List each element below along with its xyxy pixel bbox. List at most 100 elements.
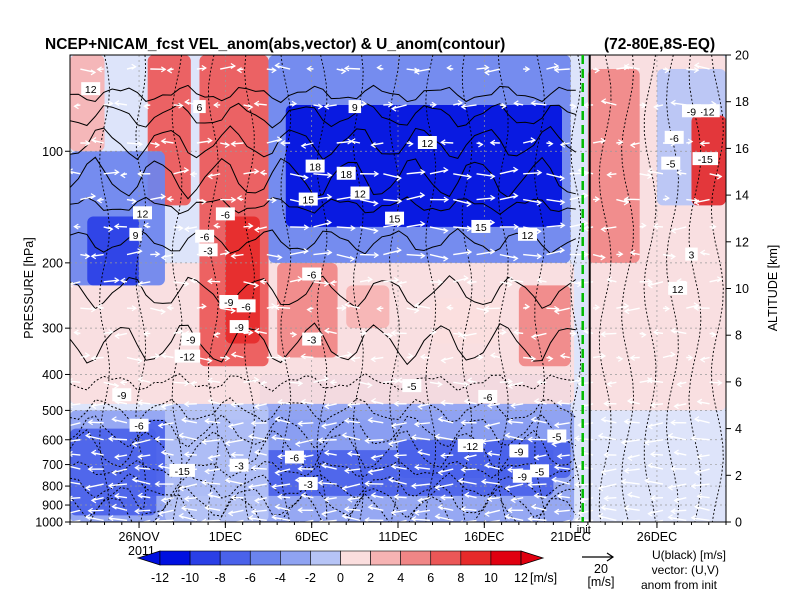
wind-vector-head [582, 192, 589, 199]
wind-vector-head [443, 196, 450, 203]
wind-vector-head [90, 449, 97, 456]
contour-label: -9 [518, 472, 527, 484]
wind-vector [499, 380, 512, 384]
wind-vector-head [420, 220, 426, 227]
wind-vector-head [390, 422, 397, 429]
wind-vector-head [361, 100, 367, 107]
wind-vector [411, 483, 431, 487]
wind-vector-head [279, 140, 286, 147]
wind-vector [662, 253, 675, 258]
wind-vector-head [413, 464, 420, 471]
wind-vector-head [559, 247, 566, 254]
wind-vector [342, 483, 361, 490]
wind-vector [342, 515, 361, 522]
time-tick-label: 21DEC [550, 530, 590, 544]
pressure-tick-label: 800 [42, 480, 63, 494]
wind-vector [691, 517, 710, 522]
time-tick-label: 26DEC [637, 530, 677, 544]
wind-vector-head [577, 510, 583, 517]
wind-vector-head [571, 103, 577, 110]
wind-vector [132, 439, 151, 445]
wind-vector [508, 468, 524, 471]
wind-vector [179, 515, 198, 522]
wind-vector [205, 420, 221, 424]
colorbar-tick-label: 2 [367, 571, 374, 585]
contour-label: -6 [483, 392, 492, 404]
wind-vector-head [460, 466, 466, 473]
wind-vector-head [70, 450, 73, 457]
field-cell [518, 285, 571, 367]
wind-vector-head [113, 382, 120, 389]
wind-vector [531, 102, 547, 106]
wind-vector [158, 509, 174, 515]
wind-vector [418, 403, 431, 408]
wind-vector-head [343, 506, 350, 513]
colorbar-segment [460, 550, 492, 566]
wind-vector [336, 253, 355, 260]
contour-label-box [229, 320, 249, 334]
contour-label: -6 [200, 232, 209, 244]
wind-vector [368, 506, 384, 511]
wind-vector-head [673, 497, 679, 504]
wind-vector-head [367, 276, 373, 283]
wind-vector [592, 140, 605, 144]
wind-vector [251, 467, 267, 470]
contour-label: -5 [552, 431, 561, 443]
wind-vector [359, 198, 378, 205]
wind-vector [103, 171, 119, 175]
wind-vector [345, 419, 361, 424]
wind-vector [202, 519, 221, 522]
legend-line-3: anom from init [641, 578, 718, 592]
wind-vector-head [583, 220, 589, 227]
wind-vector-head [137, 399, 143, 406]
wind-vector [115, 400, 128, 405]
wind-vector [196, 139, 212, 144]
wind-vector [531, 418, 547, 424]
wind-vector-head [533, 454, 540, 461]
wind-vector-head [271, 197, 277, 204]
wind-vector [624, 468, 640, 472]
contour-label-box [215, 207, 235, 221]
wind-vector [546, 307, 559, 310]
wind-vector [648, 509, 664, 515]
wind-vector-head [84, 253, 91, 260]
wind-vector [161, 451, 174, 456]
wind-vector [275, 468, 291, 474]
wind-vector-head [254, 497, 260, 504]
wind-vector [248, 483, 267, 488]
wind-vector-head [670, 227, 677, 234]
wind-vector-head [583, 251, 589, 258]
wind-vector [266, 253, 282, 259]
wind-vector-head [693, 416, 700, 423]
wind-vector [126, 142, 142, 145]
wind-vector [114, 225, 128, 228]
wind-vector [114, 495, 128, 499]
pressure-tick-label: 600 [42, 433, 63, 447]
wind-vector [85, 434, 104, 441]
wind-vector [627, 494, 640, 499]
wind-vector-head [597, 432, 604, 439]
wind-vector [383, 223, 402, 228]
wind-vector [652, 519, 664, 522]
wind-vector-head [137, 170, 143, 177]
wind-vector-head [96, 303, 103, 310]
wind-vector-head [207, 137, 213, 144]
wind-vector-head [457, 99, 464, 106]
wind-vector-head [690, 483, 697, 490]
contour-label: -9 [514, 446, 523, 458]
wind-vector [243, 281, 259, 287]
wind-vector-head [227, 423, 234, 430]
wind-vector-head [559, 141, 566, 148]
wind-vector-head [137, 376, 143, 383]
wind-vector [272, 436, 291, 441]
wind-vector-head [393, 400, 399, 407]
wind-vector-head [178, 485, 184, 492]
wind-vector-head [466, 173, 473, 180]
wind-vector-head [667, 484, 673, 491]
wind-vector-head [419, 353, 426, 360]
wind-vector [103, 381, 119, 387]
wind-vector-head [271, 303, 277, 310]
wind-vector [709, 278, 722, 283]
wind-vector-head [583, 225, 589, 232]
